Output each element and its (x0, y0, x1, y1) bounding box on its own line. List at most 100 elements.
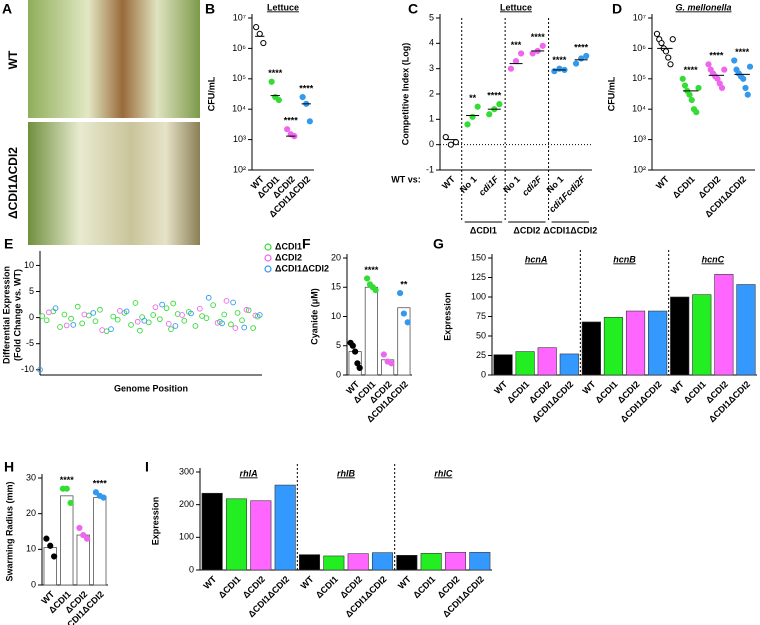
data-point (464, 121, 471, 128)
y-axis-label: (Fold Change vs. WT) (12, 269, 22, 361)
y-tick-label: 10³ (233, 134, 246, 144)
significance: ** (400, 279, 408, 289)
data-point (364, 275, 371, 282)
data-point (243, 306, 250, 313)
bar (625, 310, 646, 376)
y-tick-label: 0 (31, 579, 36, 589)
x-axis-label: Genome Position (114, 383, 188, 393)
data-point (400, 310, 407, 317)
group-label: ΔCDI2 (513, 225, 540, 235)
y-tick-label: 4 (429, 38, 434, 48)
panel-letter: F (302, 236, 311, 252)
bar (76, 534, 90, 586)
data-point (718, 84, 726, 92)
data-point (662, 48, 670, 55)
data-point (241, 324, 248, 331)
panel-letter: C (408, 1, 418, 17)
chart-title: Lettuce (267, 2, 299, 12)
data-point (705, 61, 712, 68)
y-tick-label: 100 (471, 291, 486, 301)
y-tick-label: 0 (336, 369, 341, 379)
panel-letter: D (612, 1, 622, 17)
y-axis-label: Expression (442, 292, 452, 341)
chart-title: Lettuce (500, 2, 532, 12)
data-point (667, 61, 674, 68)
data-point (742, 84, 749, 92)
data-point (43, 535, 50, 542)
bar (444, 552, 467, 571)
data-point (388, 360, 395, 367)
data-point (134, 318, 141, 325)
bar (692, 294, 712, 376)
data-point (188, 310, 194, 317)
data-point (159, 301, 165, 308)
y-tick-label: 0 (429, 139, 434, 149)
y-tick-label: 25 (476, 350, 486, 360)
y-tick-label: 10² (633, 164, 646, 174)
group-label: rhlA (240, 468, 258, 478)
data-point (551, 68, 558, 75)
data-point (396, 290, 404, 297)
data-point (239, 317, 245, 324)
y-tick-label: 10 (331, 311, 341, 321)
significance: **** (268, 68, 283, 78)
data-point (80, 531, 87, 539)
y-axis-label: Expression (150, 497, 160, 546)
group-label: rhlB (337, 468, 356, 478)
x-tick-label: ΔCDI1 (314, 574, 340, 600)
legend-label: ΔCDI1 (275, 241, 302, 251)
y-tick-label: 200 (179, 499, 194, 509)
group-label: hcnB (613, 254, 636, 264)
y-tick-label: 150 (471, 252, 486, 262)
y-axis-label: Cyanide (μM) (309, 288, 319, 345)
x-tick-label: WT (396, 574, 413, 591)
bar (420, 553, 442, 571)
data-point (39, 313, 46, 319)
data-point (688, 96, 695, 104)
y-tick-label: 50 (476, 330, 486, 340)
data-point (306, 118, 313, 125)
significance: **** (487, 91, 502, 101)
y-tick-label: 10² (233, 164, 246, 174)
x-tick-label: WT (580, 379, 597, 396)
data-point (43, 317, 50, 324)
significance: **** (574, 42, 589, 52)
data-point (228, 321, 234, 328)
x-tick-label: ΔCDI1 (671, 174, 697, 200)
data-point (529, 50, 536, 57)
data-point (70, 322, 77, 328)
y-tick-label: 10⁴ (232, 104, 246, 114)
data-point (253, 24, 260, 31)
data-point (234, 310, 241, 316)
y-tick-label: -5 (26, 338, 34, 348)
row-label: WT (6, 50, 20, 69)
panel-letter: G (433, 236, 444, 252)
y-tick-label: 0 (189, 564, 194, 574)
bar (515, 351, 535, 376)
y-axis-label: Swarming Radius (mm) (4, 481, 14, 581)
x-tick-label: WT (299, 574, 316, 591)
y-tick-label: 1 (429, 114, 434, 124)
data-point (740, 75, 747, 82)
data-point (196, 305, 203, 312)
data-point (512, 57, 520, 65)
data-point (404, 319, 411, 326)
y-tick-label: 0 (29, 312, 34, 322)
data-point (221, 311, 228, 318)
data-point (653, 30, 661, 37)
data-point (205, 294, 212, 301)
data-point (556, 65, 563, 72)
data-point (507, 65, 515, 72)
x-tick-label: ΔCDI1 (682, 379, 708, 405)
y-axis-label: Differential Expression (1, 266, 11, 364)
group-label: rhlC (434, 468, 453, 478)
data-point (52, 305, 59, 312)
data-point (352, 348, 359, 355)
bar (364, 286, 378, 376)
bar (714, 274, 734, 376)
data-point (163, 305, 170, 312)
data-point (74, 303, 81, 310)
data-point (192, 323, 199, 329)
data-point (152, 304, 159, 311)
y-tick-label: 20 (331, 252, 341, 262)
